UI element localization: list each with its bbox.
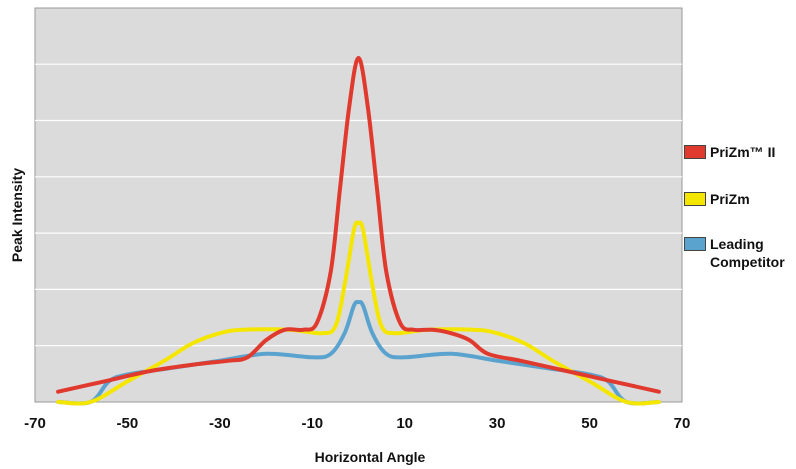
plot-area (34, 7, 683, 403)
series-line-prizm-ii (56, 56, 661, 394)
x-tick-label: 30 (489, 415, 506, 432)
legend-swatch-prizm-ii (684, 145, 706, 159)
y-axis-title: Peak Intensity (9, 168, 25, 262)
legend-swatch-leading-competitor (684, 237, 706, 251)
legend-swatch-prizm (684, 192, 706, 206)
series-line-prizm (56, 220, 661, 406)
legend-item-prizm-ii: PriZm™ II (684, 143, 775, 161)
legend-item-prizm: PriZm (684, 190, 750, 208)
legend-label-prizm: PriZm (710, 191, 750, 207)
x-tick-label: -70 (24, 415, 46, 432)
x-axis-title: Horizontal Angle (315, 449, 426, 465)
x-tick-label: -30 (209, 415, 231, 432)
legend-label-leading-competitor: Leading Competitor (710, 236, 785, 270)
x-tick-label: 70 (674, 415, 691, 432)
legend-item-leading-competitor: Leading Competitor (684, 235, 790, 271)
x-tick-label: 10 (396, 415, 413, 432)
x-tick-label: 50 (581, 415, 598, 432)
x-tick-label: -10 (301, 415, 323, 432)
x-tick-label: -50 (117, 415, 139, 432)
legend-label-prizm-ii: PriZm™ II (710, 144, 776, 160)
